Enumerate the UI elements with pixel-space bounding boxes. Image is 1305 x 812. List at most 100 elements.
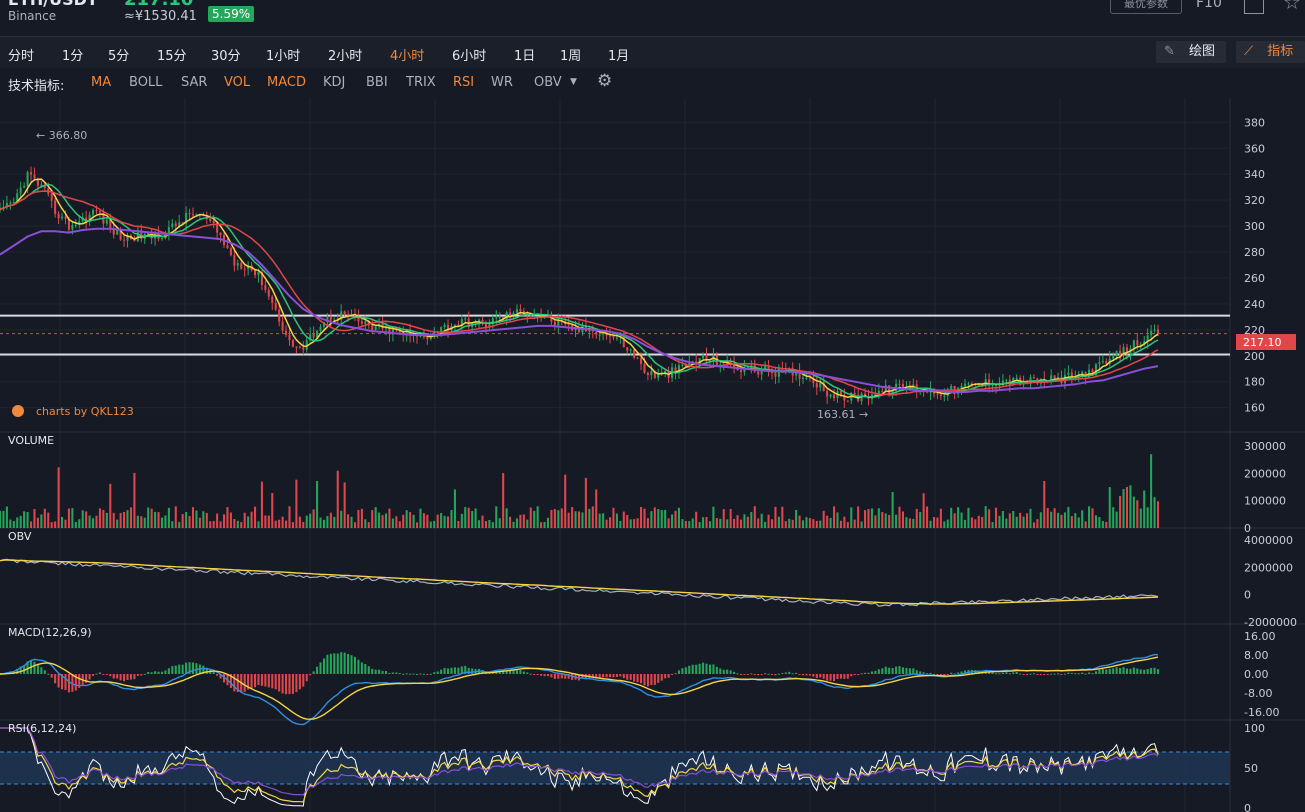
macd-hist-bar <box>326 654 329 674</box>
candle-body <box>488 324 491 328</box>
macd-hist-bar <box>136 674 139 676</box>
indicator-ma[interactable]: MA <box>91 75 112 90</box>
volume-bar <box>312 509 315 528</box>
macd-hist-bar <box>943 674 946 676</box>
macd-hist-bar <box>167 668 170 674</box>
volume-bar <box>81 510 84 528</box>
volume-bar <box>1063 512 1066 528</box>
draw-button[interactable]: ✎ 绘图 <box>1156 41 1226 63</box>
indicator-macd[interactable]: MACD <box>267 75 306 90</box>
candle-body <box>36 178 39 186</box>
tab-timeframe-active[interactable]: 4小时 <box>390 49 425 64</box>
volume-bar <box>881 511 884 528</box>
macd-hist-bar <box>939 674 942 676</box>
volume-bar <box>236 520 239 528</box>
volume-bar <box>698 522 701 528</box>
price-axis-tick: 300 <box>1244 220 1265 233</box>
candle-body <box>633 349 636 358</box>
volume-bar <box>57 467 60 528</box>
candle-body <box>498 317 501 319</box>
macd-hist-bar <box>498 670 501 674</box>
settings-gear-icon[interactable]: ⚙ <box>597 71 613 91</box>
candle-body <box>733 363 736 368</box>
tab-timeframe[interactable]: 1小时 <box>266 49 301 64</box>
indicator-bbi[interactable]: BBI <box>366 75 388 90</box>
price-axis-tick: 280 <box>1244 246 1265 259</box>
macd-hist-bar <box>664 674 667 679</box>
chart-area[interactable]: 380 360 340 320 300 280 260 240 220 200 180 160 3000… <box>0 98 1305 812</box>
expand-icon[interactable] <box>1244 0 1264 14</box>
candle-body <box>67 218 70 230</box>
volume-bar <box>484 521 487 528</box>
candle-body <box>1053 375 1056 379</box>
volume-bar <box>753 506 756 528</box>
indicator-obv[interactable]: OBV <box>534 75 562 90</box>
indicator-boll[interactable]: BOLL <box>129 75 163 90</box>
volume-bar <box>695 511 698 528</box>
volume-bar <box>650 511 653 528</box>
macd-hist-bar <box>1153 667 1156 674</box>
volume-bar <box>326 516 329 528</box>
indicator-wr[interactable]: WR <box>491 75 513 90</box>
volume-bar <box>602 513 605 528</box>
macd-hist-bar <box>171 666 174 674</box>
volume-panel-title: VOLUME <box>8 434 54 447</box>
candle-body <box>970 383 973 385</box>
volume-bar <box>1150 454 1153 528</box>
macd-hist-bar <box>729 670 732 674</box>
volume-bar <box>1091 508 1094 528</box>
tab-timeframe[interactable]: 1月 <box>608 49 630 64</box>
volume-bar <box>922 493 925 528</box>
tab-timeframe[interactable]: 6小时 <box>452 49 487 64</box>
macd-hist-bar <box>1125 668 1129 674</box>
tab-timeframe[interactable]: 5分 <box>108 49 130 64</box>
volume-bar <box>88 515 91 528</box>
timeframe-bar: 分时 1分 5分 15分 30分 1小时 2小时 4小时 6小时 1日 1周 1… <box>0 36 1305 69</box>
volume-bar <box>209 521 212 528</box>
volume-bar <box>54 521 57 528</box>
indicator-trix[interactable]: TRIX <box>406 75 436 90</box>
rsi-axis-tick: 50 <box>1244 762 1258 775</box>
volume-bar <box>729 509 732 528</box>
volume-bar <box>1015 516 1018 528</box>
tab-timeframe[interactable]: 15分 <box>157 49 187 64</box>
volume-bar <box>74 521 77 528</box>
tab-timeframe[interactable]: 2小时 <box>328 49 363 64</box>
macd-hist-bar <box>905 667 908 674</box>
f10-button[interactable]: F10 <box>1196 0 1222 11</box>
tab-timeframe[interactable]: 1分 <box>62 49 84 64</box>
candle-body <box>815 383 818 388</box>
volume-bar <box>529 507 532 528</box>
volume-bar <box>795 509 798 528</box>
volume-bar <box>908 518 911 528</box>
tab-timeframe[interactable]: 30分 <box>211 49 241 64</box>
volume-bar <box>181 514 184 528</box>
indicator-vol[interactable]: VOL <box>224 75 251 90</box>
macd-hist-bar <box>826 674 829 681</box>
volume-bar <box>316 481 319 528</box>
dropdown-caret-icon[interactable]: ▼ <box>570 77 577 87</box>
indicator-button[interactable]: ⟋ 指标 <box>1236 41 1305 63</box>
candle-body <box>822 382 825 392</box>
star-icon[interactable]: ☆ <box>1283 0 1301 14</box>
optimal-params-button[interactable]: 最优参数 <box>1110 0 1182 14</box>
tab-timeframe[interactable]: 分时 <box>8 49 35 64</box>
rsi24-line <box>0 727 1159 796</box>
volume-bar <box>953 513 956 528</box>
volume-bar <box>188 516 191 528</box>
volume-bar <box>33 509 36 528</box>
tab-timeframe[interactable]: 1日 <box>514 49 536 64</box>
tab-timeframe[interactable]: 1周 <box>560 49 582 64</box>
macd-hist-bar <box>105 674 108 675</box>
volume-bar <box>202 511 205 528</box>
macd-hist-bar <box>133 674 136 680</box>
macd-hist-bar <box>278 674 281 692</box>
candle-body <box>1143 341 1146 345</box>
indicator-sar[interactable]: SAR <box>181 75 208 90</box>
indicator-rsi[interactable]: RSI <box>453 75 475 90</box>
candle-body <box>174 223 177 227</box>
volume-bar <box>305 515 308 528</box>
candle-body <box>643 363 646 373</box>
indicator-kdj[interactable]: KDJ <box>323 75 346 90</box>
macd-hist-bar <box>857 674 860 676</box>
